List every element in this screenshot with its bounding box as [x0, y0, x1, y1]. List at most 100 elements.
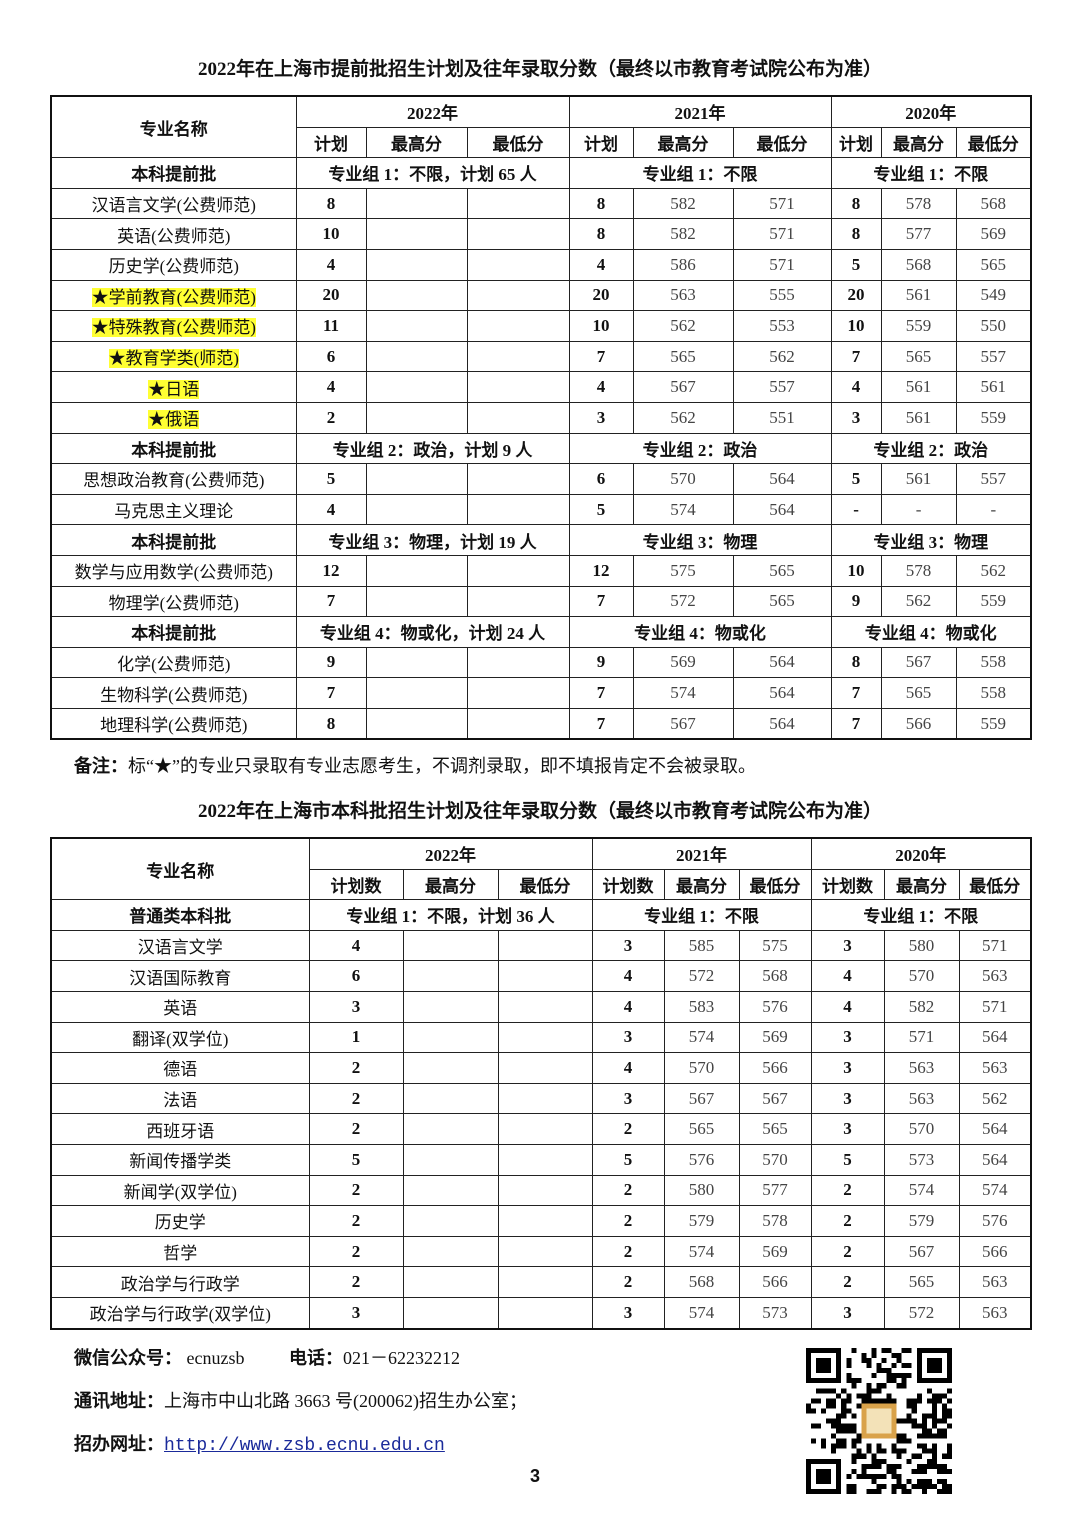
column-header-name: 专业名称: [50, 95, 297, 159]
address-label: 通讯地址：: [74, 1391, 164, 1411]
max-score: 570: [632, 463, 734, 495]
plan-count: 4: [810, 990, 885, 1023]
plan-count: 2: [810, 1235, 885, 1268]
column-header-name: 专业名称: [50, 837, 310, 901]
max-score: 572: [883, 1296, 960, 1330]
plan-count: 4: [810, 960, 885, 992]
plan-count: 8: [568, 218, 634, 250]
plan-count: 2: [591, 1235, 665, 1268]
column-header-year: 2022年: [295, 95, 570, 128]
table-row: 汉语言文学 4 3 585 575 3 580 571: [50, 929, 1032, 962]
column-header-sub: 计划: [830, 126, 882, 159]
plan-count: 2: [308, 1235, 404, 1268]
plan-count: 2: [810, 1174, 885, 1207]
group-row: 本科提前批 专业组 4：物或化，计划 24 人专业组 4：物或化 专业组 4：物或化: [50, 616, 1032, 648]
max-score: 562: [632, 310, 734, 342]
major-name: 化学(公费师范): [50, 646, 297, 679]
major-name-text: 思想政治教育(公费师范): [83, 471, 265, 491]
max-score: 561: [880, 463, 957, 495]
group-description: 专业组 1：不限，计划 36 人: [308, 899, 593, 931]
plan-count: 4: [591, 1052, 665, 1084]
max-score: 561: [880, 371, 957, 403]
max-score: [402, 1113, 499, 1145]
address: 上海市中山北路 3663 号(200062)招生办公室；: [164, 1391, 527, 1411]
plan-count: 5: [591, 1143, 665, 1176]
group-row: 普通类本科批 专业组 1：不限，计划 36 人专业组 1：不限 专业组 1：不限: [50, 899, 1032, 931]
plan-count: 7: [295, 677, 367, 709]
table-row: 政治学与行政学(双学位) 3 3 574 573 3 572 563: [50, 1296, 1032, 1330]
table-row: 化学(公费师范) 9 9 569 564 8 567 558: [50, 646, 1032, 679]
max-score: 568: [663, 1266, 740, 1298]
plan-count: 2: [308, 1113, 404, 1145]
max-score: 561: [880, 401, 957, 434]
group-description: 专业组 1：不限，计划 65 人: [295, 157, 570, 189]
plan-count: 2: [308, 1205, 404, 1237]
major-name-text: ★俄语: [148, 410, 200, 430]
min-score: 574: [958, 1174, 1032, 1207]
min-score: 576: [738, 990, 812, 1023]
max-score: 574: [663, 1021, 740, 1054]
min-score: 563: [958, 960, 1032, 992]
max-score: 568: [880, 248, 957, 281]
group-description: 专业组 4：物或化: [568, 616, 832, 648]
column-header-sub: 最低分: [955, 126, 1032, 159]
min-score: 571: [732, 248, 832, 281]
max-score: [365, 585, 468, 618]
group-description: 专业组 2：政治，计划 9 人: [295, 432, 570, 465]
website-link[interactable]: http://www.zsb.ecnu.edu.cn: [164, 1436, 445, 1456]
column-header-sub: 最低分: [958, 868, 1032, 901]
min-score: [466, 248, 570, 281]
max-score: 579: [663, 1205, 740, 1237]
min-score: [497, 1205, 593, 1237]
min-score: 564: [958, 1143, 1032, 1176]
max-score: [402, 1205, 499, 1237]
major-name: 汉语言文学(公费师范): [50, 187, 297, 220]
min-score: 565: [732, 554, 832, 587]
plan-count: 4: [830, 371, 882, 403]
table-row: 思想政治教育(公费师范) 5 6 570 564 5 561 557: [50, 463, 1032, 495]
major-name: 政治学与行政学: [50, 1266, 310, 1298]
min-score: [466, 677, 570, 709]
major-name: 德语: [50, 1052, 310, 1084]
max-score: 565: [632, 340, 734, 373]
group-description: 专业组 1：不限: [830, 157, 1032, 189]
min-score: [497, 1082, 593, 1115]
max-score: 562: [632, 401, 734, 434]
max-score: -: [880, 493, 957, 526]
max-score: 577: [880, 218, 957, 250]
group-row: 本科提前批 专业组 3：物理，计划 19 人专业组 3：物理 专业组 3：物理: [50, 524, 1032, 556]
phone-number: 021－62232212: [342, 1348, 460, 1368]
min-score: 549: [955, 279, 1032, 312]
major-name: 翻译(双学位): [50, 1021, 310, 1054]
plan-count: -: [830, 493, 882, 526]
max-score: [402, 1296, 499, 1330]
min-score: 564: [732, 493, 832, 526]
min-score: [466, 493, 570, 526]
plan-count: 2: [810, 1266, 885, 1298]
major-name: 西班牙语: [50, 1113, 310, 1145]
major-name: 物理学(公费师范): [50, 585, 297, 618]
min-score: 562: [732, 340, 832, 373]
max-score: 574: [663, 1235, 740, 1268]
column-header-sub: 最高分: [880, 126, 957, 159]
column-header-sub: 最低分: [497, 868, 593, 901]
plan-count: 20: [568, 279, 634, 312]
plan-count: 3: [830, 401, 882, 434]
note-text: 标“★”的专业只录取有专业志愿考生，不调剂录取，即不填报肯定不会被录取。: [128, 756, 756, 776]
major-name: 地理科学(公费师范): [50, 707, 297, 740]
major-name: 英语: [50, 990, 310, 1023]
table-row: ★日语 4 4 567 557 4 561 561: [50, 371, 1032, 403]
table-row: 汉语国际教育 6 4 572 568 4 570 563: [50, 960, 1032, 992]
website-line: 招办网址：http://www.zsb.ecnu.edu.cn: [74, 1430, 445, 1456]
column-header-sub: 计划: [295, 126, 367, 159]
plan-count: 5: [830, 463, 882, 495]
max-score: [402, 960, 499, 992]
min-score: 566: [958, 1235, 1032, 1268]
max-score: 573: [883, 1143, 960, 1176]
max-score: 572: [663, 960, 740, 992]
column-header-year: 2022年: [308, 837, 593, 870]
min-score: 564: [732, 463, 832, 495]
min-score: 558: [955, 646, 1032, 679]
min-score: 571: [958, 990, 1032, 1023]
plan-count: 1: [308, 1021, 404, 1054]
